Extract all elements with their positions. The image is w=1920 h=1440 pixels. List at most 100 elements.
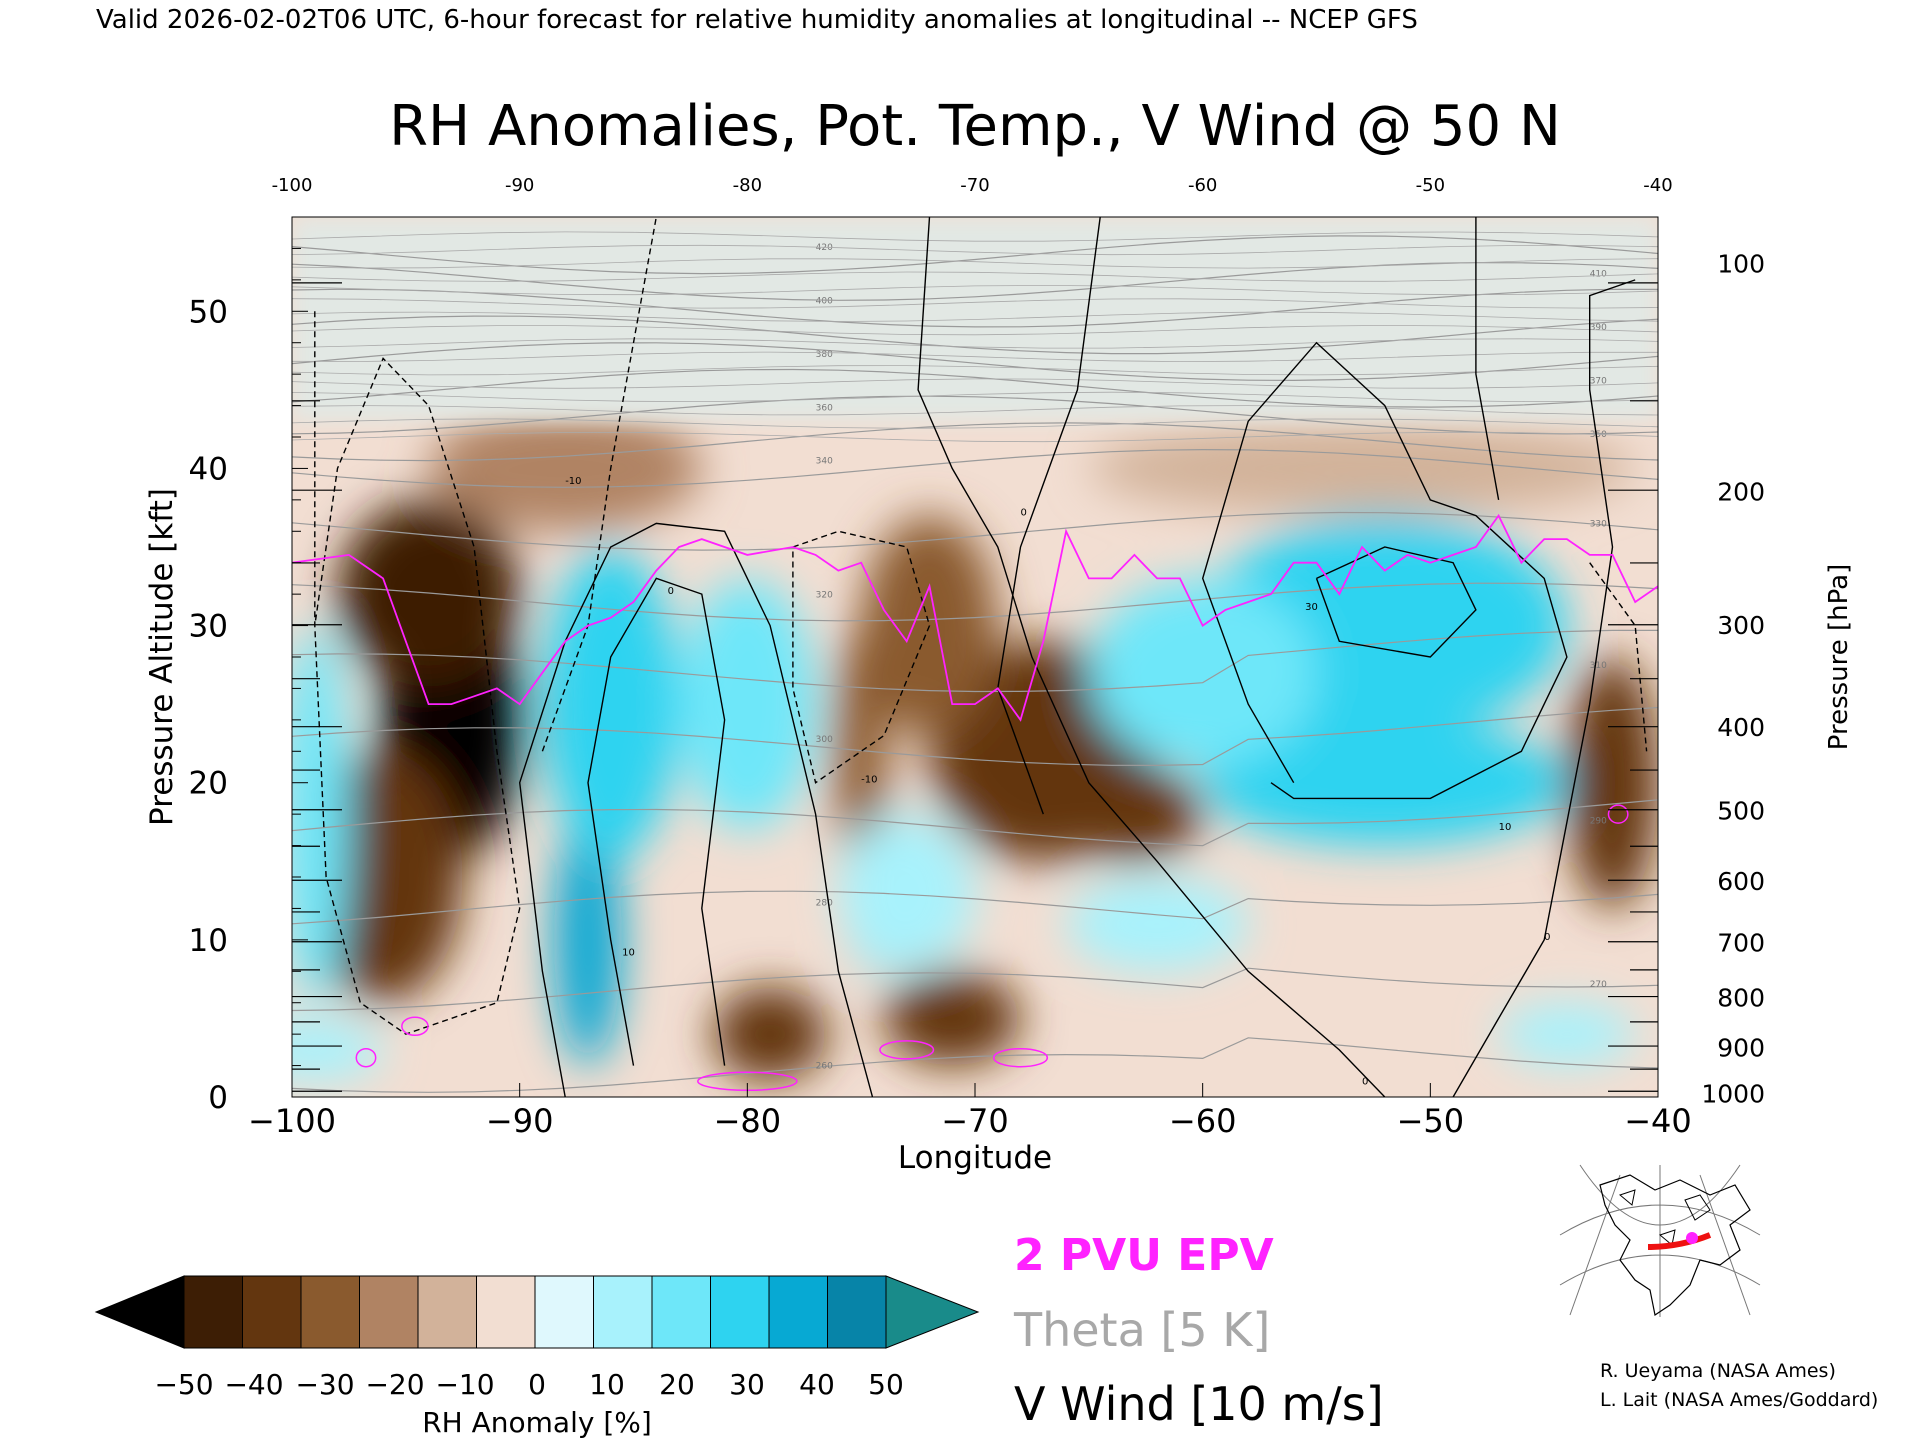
rh-blob	[553, 814, 623, 1066]
epv-line	[292, 513, 1658, 722]
theta-label: 290	[1590, 817, 1607, 827]
v-wind-line	[518, 522, 874, 1097]
y2-tick-label: 700	[1717, 928, 1765, 957]
y-axis-label: Pressure Altitude [kft]	[144, 488, 180, 826]
colorbar-tick-label: 10	[589, 1368, 625, 1401]
rh-blob	[1498, 1002, 1636, 1066]
theta-label: 300	[816, 735, 833, 745]
theta-label: 350	[1590, 430, 1607, 440]
theta-line	[292, 582, 1658, 622]
colorbar-swatch	[476, 1275, 536, 1349]
colorbar-swatch	[710, 1275, 770, 1349]
epv-closed	[401, 1016, 429, 1037]
theta-line	[292, 890, 1658, 925]
colorbar-swatch	[300, 1275, 360, 1349]
y2-tick-label: 900	[1717, 1034, 1765, 1063]
theta-label: 270	[1590, 980, 1607, 990]
colorbar-under-arrow	[94, 1275, 185, 1349]
colorbar-tick-label: −30	[295, 1368, 354, 1401]
locator-map-icon	[1559, 1164, 1761, 1317]
top-tick-label: -60	[1188, 175, 1217, 196]
theta-line	[292, 342, 1658, 382]
theta-line	[292, 311, 1658, 322]
theta-line	[292, 244, 1658, 256]
rh-blob	[1066, 767, 1203, 862]
v-wind-line	[792, 530, 931, 784]
theta-line	[292, 368, 1658, 408]
v-wind-label: 30	[1305, 602, 1318, 613]
theta-line	[292, 378, 1658, 389]
epv-closed	[993, 1047, 1049, 1068]
v-wind-line	[1201, 341, 1568, 800]
theta-label: 310	[1590, 661, 1607, 671]
theta-label: 380	[816, 350, 833, 360]
y2-tick-label: 400	[1717, 713, 1765, 742]
v-wind-label: 0	[1362, 1076, 1368, 1087]
rh-blob	[1066, 877, 1249, 972]
theta-line	[292, 288, 1658, 328]
epv-closed	[1607, 804, 1629, 824]
theta-line	[292, 448, 1658, 488]
theta-line	[292, 235, 1658, 275]
colorbar-swatch	[768, 1275, 828, 1349]
x-tick-label: −90	[486, 1102, 554, 1140]
colorbar-swatch	[359, 1275, 419, 1349]
credit-line-2: L. Lait (NASA Ames/Goddard)	[1600, 1389, 1878, 1411]
top-tick-label: -70	[960, 175, 989, 196]
colorbar-over-arrow	[885, 1275, 980, 1349]
v-wind-label: 10	[1499, 822, 1512, 833]
theta-label: 340	[816, 457, 833, 467]
colorbar-tick-label: −40	[224, 1368, 283, 1401]
colorbar: −50 −40 −30 −20 −10 0 10 20 30 40 50	[94, 1275, 980, 1401]
v-wind-line	[541, 217, 657, 752]
header-text: Valid 2026-02-02T06 UTC, 6-hour forecast…	[96, 5, 1418, 35]
y2-tick-label: 100	[1717, 250, 1765, 279]
v-wind-label: -10	[565, 476, 581, 487]
theta-label: 410	[1590, 270, 1607, 280]
colorbar-tick-label: 50	[868, 1368, 904, 1401]
theta-label: 280	[816, 898, 833, 908]
theta-label: 420	[816, 243, 833, 253]
rh-blob	[838, 814, 975, 972]
rh-blob	[1088, 421, 1636, 516]
colorbar-tick-label: 40	[799, 1368, 835, 1401]
x-tick-label: −50	[1397, 1102, 1465, 1140]
x-tick-label: −100	[248, 1102, 336, 1140]
theta-line	[292, 338, 1658, 349]
y2-tick-label: 200	[1717, 477, 1765, 506]
v-wind-label: 0	[668, 586, 674, 597]
colorbar-tick-label: −50	[154, 1368, 213, 1401]
colorbar-swatch	[534, 1275, 594, 1349]
x-tick-labels: −100 −90 −80 −70 −60 −50 −40	[248, 1083, 1692, 1140]
theta-line	[292, 391, 1658, 403]
top-tick-label: -100	[272, 175, 313, 196]
y-tick-label: 30	[189, 609, 228, 645]
theta-line	[292, 351, 1658, 363]
chart-title: RH Anomalies, Pot. Temp., V Wind @ 50 N	[389, 94, 1561, 159]
top-tick-label: -90	[505, 175, 534, 196]
colorbar-swatch	[183, 1275, 243, 1349]
x-axis-label: Longitude	[898, 1140, 1052, 1176]
y-tick-label: 0	[208, 1080, 228, 1116]
theta-line	[292, 258, 1658, 269]
v-wind-line	[314, 311, 521, 1035]
colorbar-tick-label: 20	[659, 1368, 695, 1401]
colorbar-tick-label: 30	[729, 1368, 765, 1401]
theta-line	[292, 284, 1658, 296]
theta-line	[292, 395, 1658, 435]
theta-line	[292, 431, 1658, 443]
epv-closed	[355, 1047, 377, 1068]
rh-blob	[1202, 719, 1567, 846]
x-tick-label: −70	[941, 1102, 1009, 1140]
x-tick-label: −80	[714, 1102, 782, 1140]
theta-label: 360	[816, 403, 833, 413]
colorbar-swatch	[827, 1275, 887, 1349]
theta-line	[292, 799, 1658, 847]
colorbar-tick-label: −20	[365, 1368, 424, 1401]
theta-line	[292, 365, 1658, 376]
theta-line	[292, 511, 1658, 551]
y2-tick-label: 600	[1717, 867, 1765, 896]
colorbar-tick-label: −10	[435, 1368, 494, 1401]
